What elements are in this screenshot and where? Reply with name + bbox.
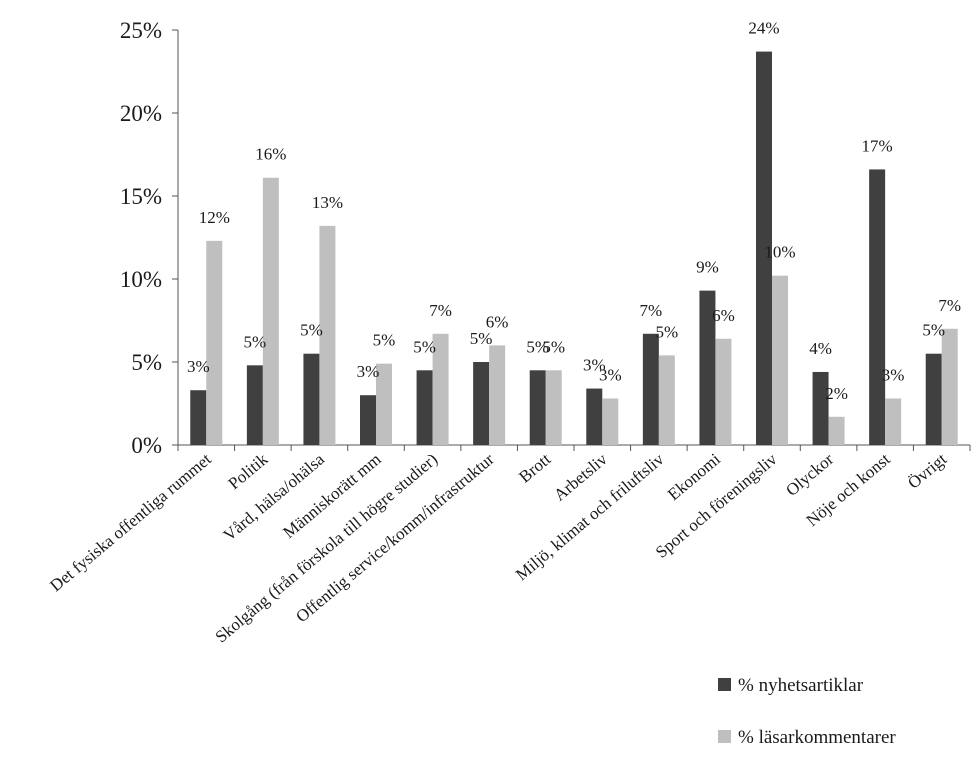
bar-nyhetsartiklar bbox=[642, 333, 659, 445]
legend: % nyhetsartiklar % läsarkommentarer bbox=[718, 675, 896, 748]
bar-lasarkommentarer bbox=[206, 240, 223, 445]
bar-nyhetsartiklar bbox=[473, 362, 490, 445]
data-label: 5% bbox=[542, 337, 565, 356]
bar-nyhetsartiklar bbox=[303, 353, 320, 445]
bar-lasarkommentarer bbox=[941, 328, 958, 445]
data-label: 6% bbox=[486, 312, 509, 331]
data-label: 6% bbox=[712, 306, 735, 325]
x-category-label: Politik bbox=[224, 449, 271, 493]
data-label: 16% bbox=[255, 145, 286, 164]
data-label: 3% bbox=[187, 357, 210, 376]
bar-lasarkommentarer bbox=[715, 338, 732, 445]
bar-nyhetsartiklar bbox=[756, 51, 772, 445]
bar-lasarkommentarer bbox=[545, 370, 562, 445]
bar-nyhetsartiklar bbox=[812, 371, 829, 445]
data-label: 3% bbox=[583, 356, 606, 375]
data-label: 17% bbox=[862, 136, 893, 155]
data-label: 5% bbox=[656, 322, 679, 341]
data-label: 3% bbox=[357, 362, 380, 381]
data-labels: 3%5%5%3%5% 5% 5%3%7%9%24%4%17%5%12%16%13%5… bbox=[187, 19, 961, 403]
data-label: 2% bbox=[825, 384, 848, 403]
data-label: 13% bbox=[312, 193, 343, 212]
data-label: 7% bbox=[429, 301, 452, 320]
bar-nyhetsartiklar bbox=[869, 169, 886, 445]
x-category-label: Övrigt bbox=[904, 449, 950, 492]
x-axis: Det fysiska offentliga rummet PolitikVård… bbox=[46, 444, 971, 646]
x-category-label: Det fysiska offentliga rummet bbox=[46, 449, 215, 595]
legend-swatch bbox=[718, 678, 731, 691]
y-tick-label: 0% bbox=[131, 433, 162, 458]
bar-nyhetsartiklar bbox=[529, 370, 546, 445]
legend-swatch bbox=[718, 730, 731, 743]
bar-nyhetsartiklar bbox=[925, 353, 942, 445]
bar-lasarkommentarer bbox=[489, 345, 506, 445]
bar-nyhetsartiklar bbox=[699, 290, 716, 445]
data-label: 24% bbox=[748, 19, 779, 38]
legend-label: % nyhetsartiklar bbox=[738, 675, 864, 696]
data-label: 5% bbox=[373, 331, 396, 350]
bar-nyhetsartiklar bbox=[586, 388, 603, 445]
y-tick-label: 25% bbox=[120, 18, 162, 43]
bar-lasarkommentarer bbox=[432, 333, 449, 445]
legend-label: % läsarkommentarer bbox=[738, 727, 896, 748]
data-label: 5% bbox=[413, 337, 436, 356]
x-category-label: Brott bbox=[515, 449, 554, 486]
bar-lasarkommentarer bbox=[602, 398, 619, 445]
x-category-label: Människorätt mm bbox=[279, 450, 384, 543]
data-label: 7% bbox=[938, 296, 961, 315]
data-label: 5% bbox=[922, 321, 945, 340]
data-label: 3% bbox=[599, 366, 622, 385]
data-label: 5% bbox=[470, 329, 493, 348]
y-tick-label: 10% bbox=[120, 267, 162, 292]
bar-lasarkommentarer bbox=[885, 398, 902, 445]
y-tick-label: 5% bbox=[131, 350, 162, 375]
data-label: 5% bbox=[300, 321, 323, 340]
data-label: 3% bbox=[882, 366, 905, 385]
y-axis: 0% 5% 10% 15% 20% 25% bbox=[120, 18, 179, 458]
x-category-label: Vård, hälsa/ohälsa bbox=[220, 449, 329, 545]
data-label: 5% bbox=[244, 332, 267, 351]
y-tick-label: 15% bbox=[120, 184, 162, 209]
bar-lasarkommentarer bbox=[319, 225, 336, 445]
data-label: 9% bbox=[696, 258, 719, 277]
bar-nyhetsartiklar bbox=[360, 395, 376, 445]
data-label: 7% bbox=[640, 301, 663, 320]
bar-nyhetsartiklar bbox=[416, 370, 433, 445]
bar-nyhetsartiklar bbox=[246, 365, 263, 445]
bar-lasarkommentarer bbox=[828, 416, 845, 445]
bar-lasarkommentarer bbox=[772, 275, 788, 445]
data-label: 10% bbox=[764, 243, 795, 262]
data-label: 4% bbox=[809, 339, 832, 358]
bar-lasarkommentarer bbox=[262, 177, 279, 446]
bar-nyhetsartiklar bbox=[190, 390, 207, 445]
bar-lasarkommentarer bbox=[376, 363, 392, 445]
y-tick-label: 20% bbox=[120, 101, 162, 126]
data-label: 5% bbox=[526, 337, 549, 356]
bars bbox=[190, 51, 958, 446]
data-label: 12% bbox=[199, 208, 230, 227]
bar-lasarkommentarer bbox=[658, 355, 675, 445]
